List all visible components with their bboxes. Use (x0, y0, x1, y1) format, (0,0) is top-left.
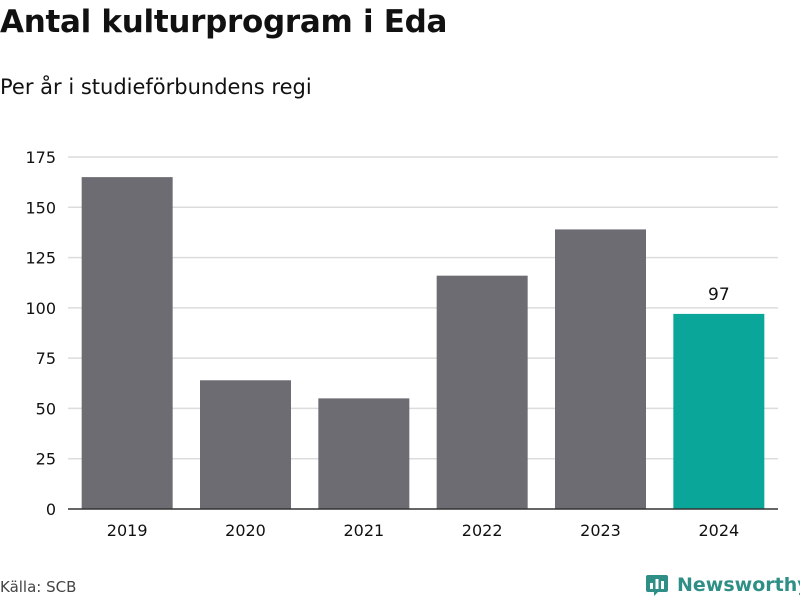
brand-logo: Newsworthy (645, 570, 800, 600)
y-tick-label: 175 (25, 148, 56, 167)
x-tick-label: 2022 (462, 521, 503, 540)
y-tick-label: 25 (36, 450, 56, 469)
brand-name: Newsworthy (677, 574, 800, 596)
y-tick-label: 50 (36, 399, 56, 418)
y-tick-label: 125 (25, 249, 56, 268)
y-tick-label: 0 (46, 500, 56, 519)
bar (555, 229, 646, 509)
bar (81, 177, 173, 509)
bar (318, 398, 410, 509)
y-tick-label: 75 (36, 349, 56, 368)
x-tick-label: 2023 (580, 521, 621, 540)
chart-subtitle: Per år i studieförbundens regi (0, 75, 312, 99)
data-label: 97 (708, 285, 730, 305)
x-tick-label: 2020 (225, 521, 266, 540)
newsworthy-logo-icon (646, 575, 668, 596)
bar (436, 275, 528, 509)
y-tick-label: 100 (25, 299, 56, 318)
x-tick-label: 2021 (343, 521, 384, 540)
bar (200, 380, 291, 509)
y-tick-label: 150 (25, 198, 56, 217)
source-note: Källa: SCB (0, 578, 77, 596)
x-tick-label: 2024 (698, 521, 739, 540)
chart-title: Antal kulturprogram i Eda (0, 4, 448, 40)
x-tick-label: 2019 (107, 521, 148, 540)
bar (673, 313, 765, 509)
